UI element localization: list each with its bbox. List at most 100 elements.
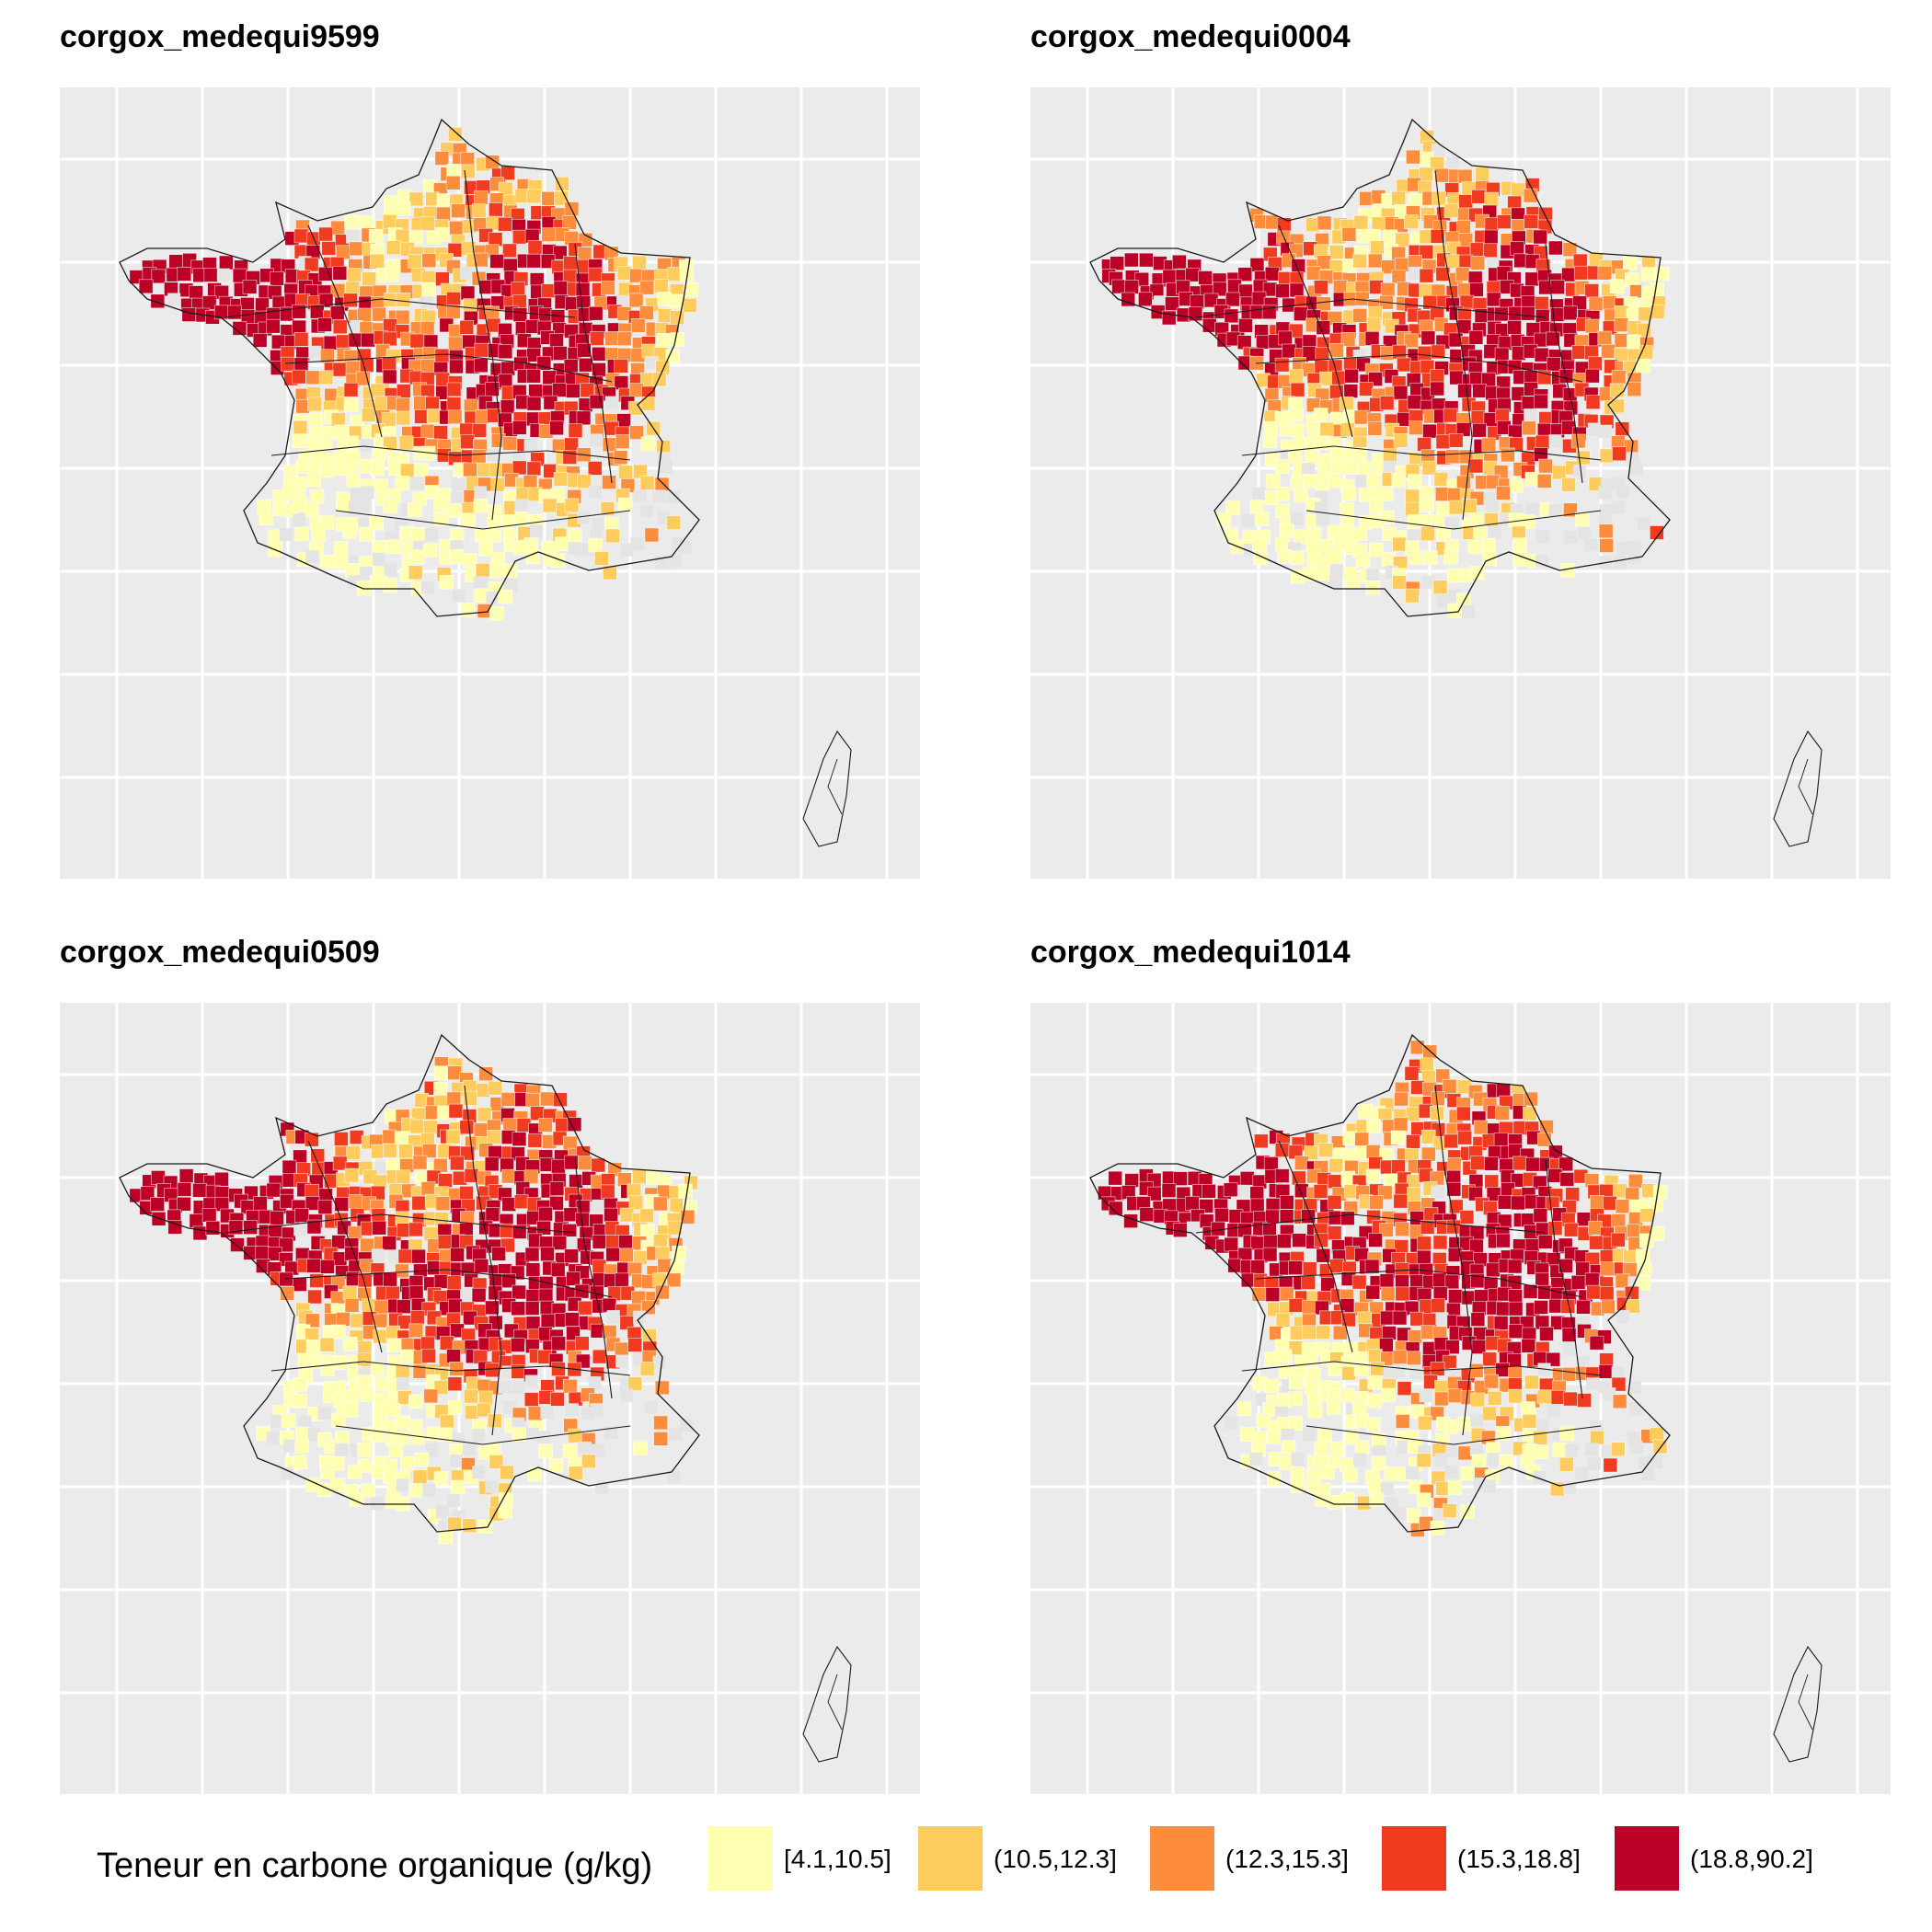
region-cell xyxy=(1340,1491,1355,1507)
no-data-cell xyxy=(461,1288,475,1302)
region-cell xyxy=(526,189,542,204)
region-cell xyxy=(548,1458,564,1473)
region-cell xyxy=(293,357,309,373)
region-cell xyxy=(1550,280,1565,294)
no-data-cell xyxy=(512,1417,525,1431)
region-cell xyxy=(1524,471,1540,487)
region-cell xyxy=(1590,1195,1604,1210)
region-cell xyxy=(1550,1389,1566,1405)
region-cell xyxy=(575,1200,591,1215)
region-cell xyxy=(433,425,448,440)
no-data-cell xyxy=(1563,1342,1577,1356)
region-cell xyxy=(242,280,258,294)
region-cell xyxy=(1252,537,1267,553)
region-cell xyxy=(1635,1248,1650,1263)
region-cell xyxy=(1288,1374,1304,1390)
region-cell xyxy=(1469,282,1484,297)
region-cell xyxy=(1484,1174,1500,1190)
no-data-cell xyxy=(669,555,683,569)
region-cell xyxy=(1340,1211,1355,1225)
region-cell xyxy=(500,1092,516,1107)
region-cell xyxy=(1524,214,1539,229)
region-cell xyxy=(1250,1259,1265,1275)
no-data-cell xyxy=(305,550,319,564)
region-cell xyxy=(669,293,684,309)
region-cell xyxy=(1599,448,1615,464)
region-cell xyxy=(306,472,322,488)
region-cell xyxy=(1371,216,1386,232)
region-cell xyxy=(1510,241,1524,256)
region-cell xyxy=(1456,1106,1471,1121)
region-cell xyxy=(1455,267,1470,282)
region-cell xyxy=(1610,1442,1626,1457)
region-cell xyxy=(592,1234,607,1249)
region-cell xyxy=(581,1454,596,1469)
region-cell xyxy=(1340,1298,1355,1313)
region-cell xyxy=(189,1213,204,1228)
legend-label: (15.3,18.8] xyxy=(1457,1845,1581,1873)
region-cell xyxy=(1627,382,1642,397)
region-cell xyxy=(1301,1275,1316,1290)
region-cell xyxy=(1417,1415,1432,1431)
region-cell xyxy=(1392,1310,1408,1326)
no-data-cell xyxy=(1275,1406,1289,1420)
region-cell xyxy=(578,1300,592,1316)
region-cell xyxy=(666,1272,682,1288)
region-cell xyxy=(1302,1325,1317,1340)
region-cell xyxy=(294,1438,309,1454)
no-data-cell xyxy=(588,1376,602,1390)
region-cell xyxy=(305,1183,319,1199)
region-cell xyxy=(1327,1400,1341,1415)
region-cell xyxy=(1351,1274,1367,1290)
region-cell xyxy=(1468,458,1484,474)
region-cell xyxy=(1639,1208,1655,1223)
no-data-cell xyxy=(410,477,424,490)
region-cell xyxy=(345,562,360,578)
region-cell xyxy=(449,220,464,236)
no-data-cell xyxy=(1405,1466,1419,1479)
region-cell xyxy=(1318,1143,1333,1157)
region-cell xyxy=(1262,1247,1278,1262)
region-cell xyxy=(652,1272,667,1288)
region-cell xyxy=(1511,1195,1525,1211)
region-cell xyxy=(1471,1454,1487,1469)
region-cell xyxy=(382,1236,397,1250)
region-cell xyxy=(385,1403,400,1418)
region-cell xyxy=(270,270,284,286)
region-cell xyxy=(550,1262,566,1278)
region-cell xyxy=(1610,398,1625,414)
no-data-cell xyxy=(1598,486,1612,500)
region-cell xyxy=(420,216,435,231)
no-data-cell xyxy=(1408,529,1421,543)
region-cell xyxy=(630,318,646,333)
region-cell xyxy=(1198,270,1213,285)
no-data-cell xyxy=(1431,1185,1444,1199)
region-cell xyxy=(553,346,568,361)
no-data-cell xyxy=(1488,525,1501,539)
region-cell xyxy=(281,356,295,372)
region-cells xyxy=(1101,130,1670,618)
region-cell xyxy=(292,369,306,385)
region-cell xyxy=(1524,1091,1538,1107)
region-cell xyxy=(1443,1133,1459,1149)
legend-label: (18.8,90.2] xyxy=(1690,1845,1813,1873)
region-cell xyxy=(653,1432,668,1446)
region-cell xyxy=(1484,217,1500,232)
region-cell xyxy=(308,412,324,427)
region-cell xyxy=(1379,396,1395,410)
no-data-cell xyxy=(424,527,438,541)
region-cell xyxy=(471,449,487,464)
region-cell xyxy=(489,202,503,217)
region-cell xyxy=(473,1122,489,1138)
department-boundary xyxy=(1545,243,1583,484)
region-cell xyxy=(421,282,436,297)
region-cell xyxy=(1552,465,1567,480)
department-boundary xyxy=(1545,1158,1583,1399)
region-cell xyxy=(1357,1495,1372,1511)
no-data-cell xyxy=(1432,144,1445,157)
region-cell xyxy=(1496,485,1511,500)
no-data-cell xyxy=(498,1380,512,1394)
region-cell xyxy=(474,588,489,604)
region-cell xyxy=(1533,229,1548,245)
region-cell xyxy=(498,344,513,360)
